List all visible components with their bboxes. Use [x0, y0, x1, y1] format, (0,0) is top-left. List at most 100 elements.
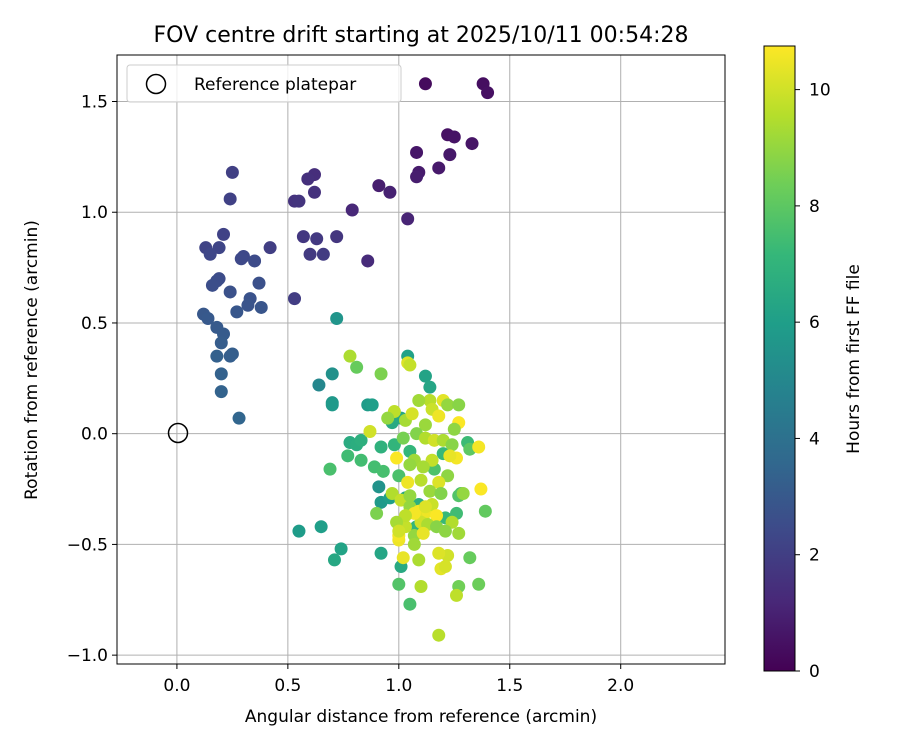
data-point	[392, 469, 406, 483]
data-point	[223, 349, 237, 363]
data-point	[381, 411, 395, 425]
colorbar-tick-label: 0	[809, 662, 820, 682]
data-point	[310, 232, 324, 246]
data-point	[447, 422, 461, 436]
colorbar-tick-label: 2	[809, 546, 820, 566]
data-point	[416, 526, 430, 540]
data-point	[372, 480, 386, 494]
data-point	[447, 130, 461, 144]
data-point	[263, 241, 277, 255]
data-point	[343, 349, 357, 363]
data-points	[197, 77, 495, 642]
data-point	[212, 241, 226, 255]
data-point	[410, 145, 424, 159]
data-point	[434, 486, 448, 500]
legend: Reference platepar	[126, 64, 402, 103]
data-point	[481, 86, 495, 100]
data-point	[303, 247, 317, 261]
data-point	[201, 312, 215, 326]
data-point	[345, 203, 359, 217]
data-point	[441, 469, 455, 483]
data-point	[354, 453, 368, 467]
data-point	[403, 358, 417, 372]
data-point	[412, 393, 426, 407]
data-point	[414, 579, 428, 593]
x-axis-label: Angular distance from reference (arcmin)	[245, 707, 597, 727]
data-point	[307, 185, 321, 199]
data-point	[365, 398, 379, 412]
data-point	[450, 588, 464, 602]
plot-background	[117, 55, 725, 664]
data-point	[387, 438, 401, 452]
data-point	[445, 515, 459, 529]
data-point	[214, 385, 228, 399]
data-point	[383, 185, 397, 199]
data-point	[396, 431, 410, 445]
data-point	[445, 438, 459, 452]
reference-point-marker	[167, 422, 189, 444]
data-point	[410, 170, 424, 184]
x-axis-ticks: 0.0 0.5 1.0 1.5 2.0	[163, 664, 634, 696]
data-point	[361, 254, 375, 268]
data-point	[234, 252, 248, 266]
data-point	[301, 172, 315, 186]
data-point	[432, 475, 446, 489]
data-point	[330, 230, 344, 244]
colorbar-tick-label: 6	[809, 313, 820, 333]
x-tick-label: 1.0	[385, 676, 412, 696]
y-tick-label: 0.0	[81, 425, 108, 445]
data-point	[205, 278, 219, 292]
data-point	[232, 411, 246, 425]
y-axis-label: Rotation from reference (arcmin)	[22, 220, 42, 500]
data-point	[432, 161, 446, 175]
colorbar-tick-label: 10	[809, 81, 831, 101]
legend-entry-reference: Reference platepar	[194, 75, 356, 95]
data-point	[416, 460, 430, 474]
x-tick-label: 2.0	[607, 676, 634, 696]
data-point	[210, 349, 224, 363]
colorbar-label: Hours from first FF file	[844, 264, 864, 454]
data-point	[443, 148, 457, 162]
data-point	[374, 546, 388, 560]
data-point	[225, 165, 239, 179]
data-point	[214, 336, 228, 350]
data-point	[432, 546, 446, 560]
colorbar-frame	[763, 45, 796, 672]
data-point	[341, 449, 355, 463]
colorbar-ticks: 0 2 4 6 8 10	[795, 81, 831, 682]
data-point	[214, 367, 228, 381]
data-point	[223, 192, 237, 206]
data-point	[323, 462, 337, 476]
data-point	[438, 560, 452, 574]
data-point	[370, 506, 384, 520]
data-point	[418, 77, 432, 91]
data-point	[292, 524, 306, 538]
y-tick-label: 1.0	[81, 203, 108, 223]
data-point	[292, 194, 306, 208]
data-point	[325, 398, 339, 412]
x-tick-label: 0.5	[274, 676, 301, 696]
y-axis-ticks: −1.0 −0.5 0.0 0.5 1.0 1.5	[67, 93, 117, 666]
data-point	[423, 484, 437, 498]
data-point	[254, 300, 268, 314]
data-point	[401, 212, 415, 226]
data-point	[316, 247, 330, 261]
data-point	[423, 380, 437, 394]
legend-marker-icon	[145, 73, 167, 95]
data-point	[392, 577, 406, 591]
data-point	[230, 305, 244, 319]
data-point	[350, 360, 364, 374]
data-point	[403, 458, 417, 472]
data-point	[418, 500, 432, 514]
data-point	[430, 509, 444, 523]
data-point	[312, 378, 326, 392]
data-point	[472, 577, 486, 591]
data-point	[241, 298, 255, 312]
y-tick-label: −1.0	[67, 646, 108, 666]
data-point	[407, 537, 421, 551]
data-point	[432, 409, 446, 423]
data-point	[456, 486, 470, 500]
data-point	[252, 276, 266, 290]
